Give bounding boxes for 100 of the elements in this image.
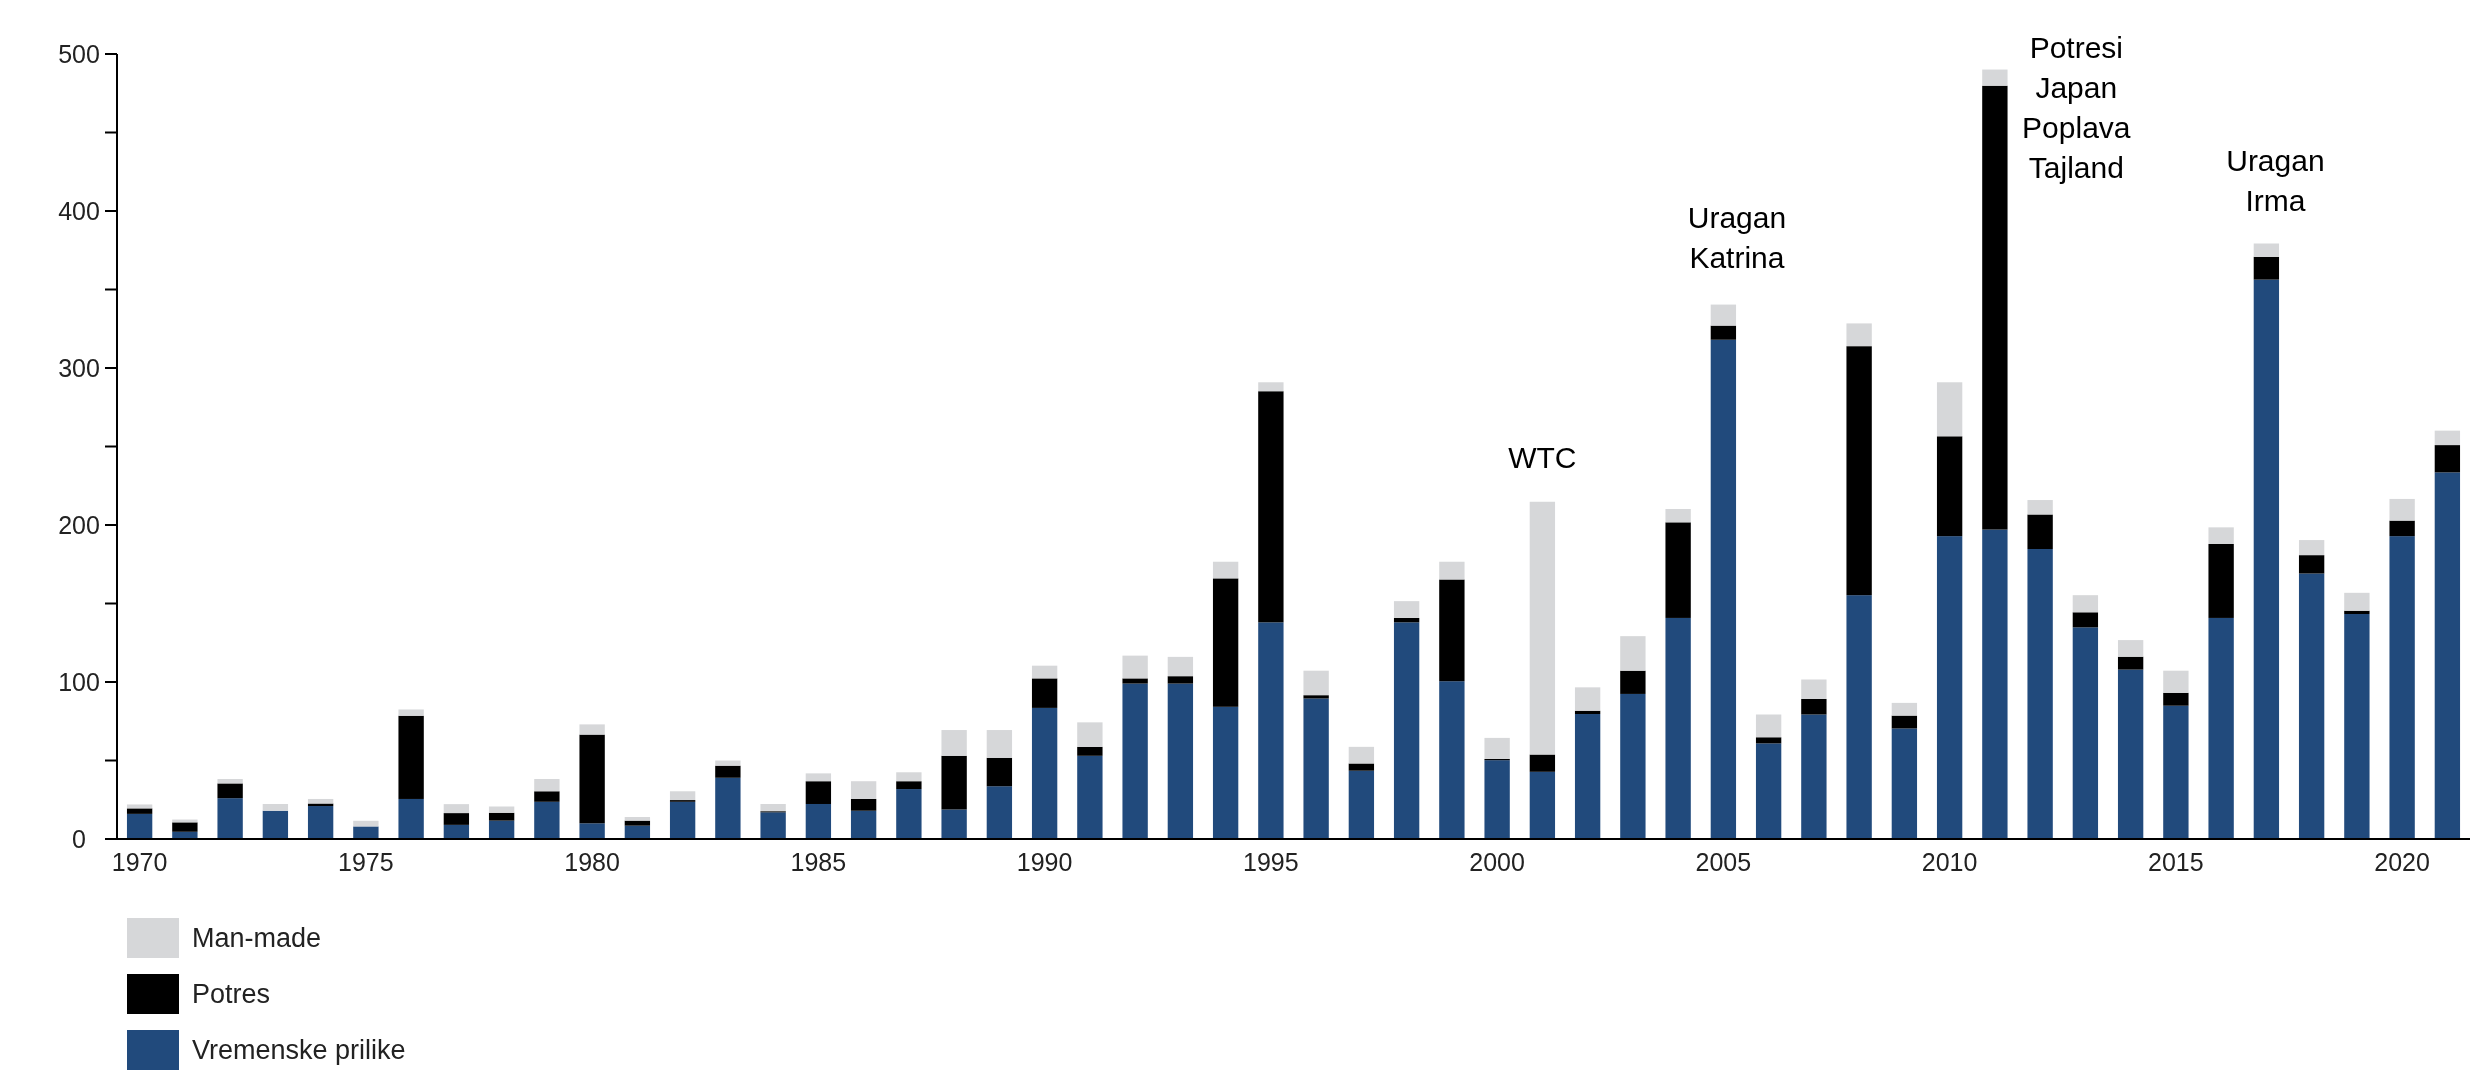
bar [2389,520,2415,537]
bar [398,709,424,716]
bar [1936,536,1963,839]
y-tick-label: 300 [58,353,100,382]
bar [307,806,334,839]
x-tick-label: 1975 [338,848,394,876]
bar [2434,472,2461,839]
bar [217,779,243,784]
bar [398,715,424,799]
bar [1031,707,1058,839]
bar [1122,678,1148,684]
bar [1846,346,1872,596]
bar [986,786,1013,839]
bar [2253,256,2280,280]
x-tick-label: 2015 [2148,848,2204,876]
bar [2298,555,2325,574]
bar [2208,544,2234,618]
bar [624,820,651,826]
bar [579,734,605,824]
bar [534,791,560,802]
bar [1891,728,1918,839]
y-tick-label: 200 [58,510,100,539]
annotation: Uragan Irma [2226,144,2325,217]
bar [1891,715,1918,729]
legend-label: Man-made [192,923,322,954]
bar [534,779,560,792]
bar [443,813,470,825]
bar [805,773,832,782]
bar [2027,514,2053,550]
bar [1484,760,1510,839]
bar [2344,610,2370,615]
bar [1755,714,1782,738]
bar [896,781,922,790]
bar [1755,737,1782,744]
bar [760,812,786,839]
x-tick-label: 1990 [1016,848,1073,876]
bar [1755,743,1782,839]
bar [579,823,605,839]
x-tick-label: 2010 [1921,848,1978,876]
bar [1801,714,1827,839]
bar [2072,595,2099,613]
bar [1982,85,2008,530]
annotation: Potresi Japan Poplava Tajland [2022,31,2131,185]
bar [1303,695,1329,699]
annotation: Uragan Katrina [1687,200,1787,274]
bar [1348,763,1375,771]
bar [1122,683,1148,839]
bar [715,760,741,766]
bar [986,730,1013,758]
bar [2163,705,2189,839]
bar [1529,501,1556,755]
bar [2163,692,2189,706]
bar [2208,617,2234,839]
bar [1439,561,1465,580]
bar [1936,382,1963,437]
bar [1936,436,1963,537]
bar [941,730,967,756]
bar [1393,617,1420,623]
bar [443,824,470,839]
bar [217,783,243,799]
bar [353,826,379,839]
bar [1258,382,1284,392]
bar [850,798,877,811]
bar [1258,391,1284,623]
bar [1620,670,1646,694]
bar [986,757,1013,787]
bar [624,817,651,821]
bar [1167,683,1194,839]
bar [1982,69,2008,86]
bar [1801,679,1827,699]
bar [579,724,605,735]
bar [2389,536,2415,839]
bar [1846,323,1872,347]
bar [2027,549,2053,839]
x-tick-label: 1985 [790,848,847,876]
bar [669,801,696,839]
bar [896,772,922,782]
bar [1439,579,1465,682]
bar [262,810,289,839]
bar [2298,540,2325,556]
bar [2434,430,2461,446]
bar [1258,622,1284,839]
bar [850,810,877,839]
bar [1348,746,1375,764]
x-tick-label: 1980 [564,848,620,876]
bar [307,798,334,804]
bar [126,808,153,814]
bar [1167,656,1194,677]
bar [2163,670,2189,693]
bar [1303,698,1329,839]
bar [1393,622,1420,839]
bar [941,755,967,810]
bar [2434,445,2461,473]
bar [1710,339,1737,839]
bar [1665,508,1691,523]
bar [1077,755,1103,839]
bar [1077,722,1103,747]
bar [2253,279,2280,839]
bar [715,777,741,839]
bar [1620,636,1646,671]
